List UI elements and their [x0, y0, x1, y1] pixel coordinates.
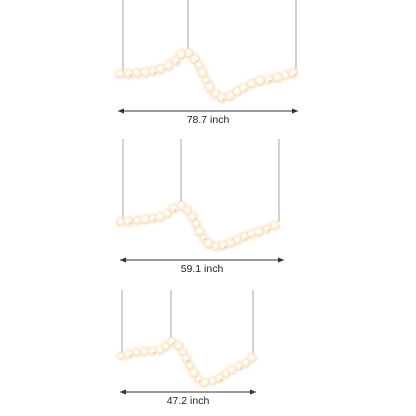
glowing-bead-icon — [117, 218, 125, 226]
glowing-bead-icon — [204, 82, 215, 93]
bead-chain — [115, 336, 258, 389]
glowing-bead-icon — [162, 209, 172, 219]
glowing-bead-icon — [123, 68, 134, 79]
bead-metal-link — [129, 222, 131, 224]
bead-metal-link — [204, 238, 206, 241]
glowing-bead-icon — [200, 378, 210, 388]
glowing-bead-icon — [189, 368, 199, 378]
glowing-bead-icon — [132, 348, 141, 357]
glowing-bead-icon — [171, 56, 181, 66]
glowing-bead-icon — [115, 69, 125, 79]
glowing-bead-icon — [269, 220, 280, 231]
glowing-bead-icon — [176, 201, 187, 211]
glowing-bead-icon — [197, 67, 208, 78]
bead-metal-link — [199, 380, 201, 382]
arrow-right-icon — [278, 257, 284, 263]
glowing-bead-icon — [253, 226, 264, 237]
glowing-bead-icon — [217, 92, 228, 103]
glowing-bead-icon — [241, 358, 251, 368]
glowing-bead-icon — [140, 346, 150, 357]
glowing-bead-icon — [272, 72, 283, 83]
glowing-bead-icon — [163, 61, 174, 71]
width-label: 59.1 inch — [181, 263, 224, 275]
dimension-line — [118, 108, 298, 114]
suspension-wires — [122, 0, 297, 72]
glowing-bead-icon — [132, 216, 142, 225]
glowing-bead-icon — [185, 362, 194, 371]
bead-metal-link — [222, 98, 225, 101]
arrow-left-icon — [118, 108, 124, 114]
bead-metal-link — [267, 229, 270, 232]
glowing-bead-icon — [247, 353, 257, 363]
glowing-bead-icon — [247, 79, 257, 89]
glowing-bead-icon — [187, 212, 198, 222]
glowing-bead-icon — [183, 206, 192, 215]
arrow-left-icon — [120, 257, 126, 263]
bead-metal-link — [172, 342, 175, 345]
bead-metal-link — [153, 72, 156, 74]
bead-metal-link — [293, 74, 296, 76]
arrow-left-icon — [120, 389, 126, 395]
bead-metal-link — [220, 378, 222, 381]
bead-metal-link — [193, 217, 196, 220]
glowing-bead-icon — [148, 346, 158, 356]
large-fixture: 78.7 inch — [113, 0, 300, 126]
bead-metal-link — [195, 60, 198, 62]
bead-metal-link — [174, 209, 177, 211]
arrow-right-icon — [292, 108, 298, 114]
glowing-bead-icon — [262, 224, 272, 234]
bead-metal-link — [269, 80, 271, 82]
bead-metal-link — [129, 355, 131, 357]
glowing-bead-icon — [194, 226, 205, 237]
glowing-bead-icon — [148, 214, 158, 223]
bead-metal-link — [153, 219, 156, 221]
glowing-bead-icon — [123, 216, 134, 227]
glowing-bead-icon — [174, 341, 184, 351]
arrow-right-icon — [250, 389, 256, 395]
small-fixture: 47.2 inch — [115, 290, 258, 407]
dimension-line — [120, 389, 256, 395]
glowing-bead-icon — [221, 369, 231, 379]
dimension-line — [120, 257, 284, 263]
bead-chain — [115, 200, 281, 253]
glowing-bead-icon — [184, 48, 194, 58]
glowing-bead-icon — [123, 349, 134, 359]
glowing-bead-icon — [214, 373, 225, 383]
bead-metal-link — [129, 74, 132, 77]
medium-fixture: 59.1 inch — [115, 139, 284, 275]
glowing-bead-icon — [132, 68, 142, 78]
glowing-bead-icon — [161, 341, 171, 351]
glowing-bead-icon — [199, 233, 208, 243]
suspension-wires — [122, 139, 280, 222]
width-label: 78.7 inch — [187, 114, 230, 126]
bead-metal-link — [176, 61, 179, 64]
glowing-bead-icon — [189, 54, 200, 65]
glowing-bead-icon — [140, 214, 150, 225]
glowing-bead-icon — [181, 353, 192, 364]
glowing-bead-icon — [225, 91, 235, 101]
width-label: 47.2 inch — [167, 395, 210, 407]
glowing-bead-icon — [117, 352, 125, 360]
glowing-bead-icon — [227, 365, 237, 375]
glowing-bead-icon — [255, 75, 266, 86]
bead-metal-link — [239, 367, 242, 369]
bead-metal-link — [187, 359, 189, 361]
bead-metal-link — [153, 351, 155, 354]
glowing-bead-icon — [264, 74, 274, 84]
bead-metal-link — [244, 88, 247, 91]
glowing-bead-icon — [287, 68, 298, 79]
glowing-bead-icon — [176, 49, 187, 60]
bead-metal-link — [245, 237, 247, 239]
bead-metal-link — [224, 246, 226, 248]
bead-metal-link — [207, 81, 209, 83]
glowing-bead-icon — [167, 337, 177, 347]
suspension-wires — [121, 290, 254, 355]
glowing-bead-icon — [238, 83, 249, 93]
bead-chain — [113, 46, 300, 104]
